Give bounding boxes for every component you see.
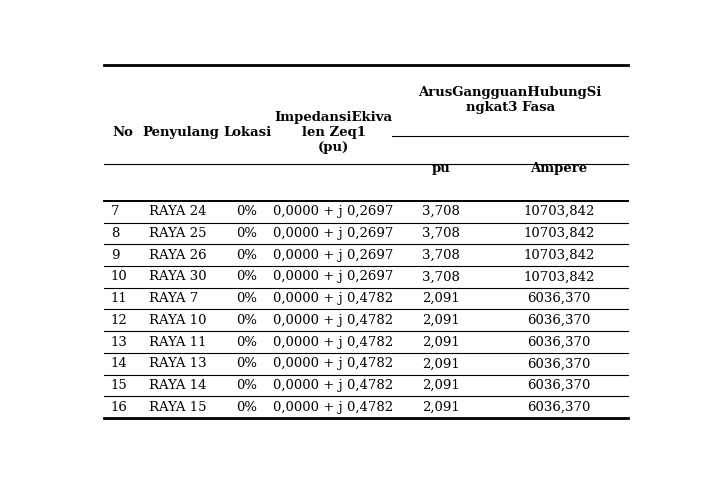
Text: 0,0000 + j 0,4782: 0,0000 + j 0,4782 xyxy=(273,336,394,348)
Text: 14: 14 xyxy=(111,357,127,370)
Text: 3,708: 3,708 xyxy=(422,227,460,240)
Text: 0%: 0% xyxy=(237,271,258,283)
Text: ArusGangguanHubungSi
ngkat3 Fasa: ArusGangguanHubungSi ngkat3 Fasa xyxy=(419,87,602,115)
Text: 10703,842: 10703,842 xyxy=(523,271,594,283)
Text: RAYA 25: RAYA 25 xyxy=(149,227,206,240)
Text: 9: 9 xyxy=(111,249,120,261)
Text: ImpedansiEkiva
len Zeq1
(pu): ImpedansiEkiva len Zeq1 (pu) xyxy=(275,111,393,154)
Text: 2,091: 2,091 xyxy=(422,401,460,413)
Text: RAYA 26: RAYA 26 xyxy=(149,249,206,261)
Text: 13: 13 xyxy=(111,336,128,348)
Text: RAYA 10: RAYA 10 xyxy=(149,314,206,327)
Text: 10: 10 xyxy=(111,271,127,283)
Text: 6036,370: 6036,370 xyxy=(527,357,591,370)
Text: 0,0000 + j 0,4782: 0,0000 + j 0,4782 xyxy=(273,292,394,305)
Text: RAYA 30: RAYA 30 xyxy=(149,271,206,283)
Text: 0%: 0% xyxy=(237,205,258,218)
Text: Penyulang: Penyulang xyxy=(142,126,219,139)
Text: 0%: 0% xyxy=(237,379,258,392)
Text: 0,0000 + j 0,2697: 0,0000 + j 0,2697 xyxy=(273,227,394,240)
Text: 2,091: 2,091 xyxy=(422,314,460,327)
Text: 8: 8 xyxy=(111,227,119,240)
Text: 0,0000 + j 0,4782: 0,0000 + j 0,4782 xyxy=(273,401,394,413)
Text: Ampere: Ampere xyxy=(530,162,587,175)
Text: RAYA 13: RAYA 13 xyxy=(149,357,206,370)
Text: 6036,370: 6036,370 xyxy=(527,292,591,305)
Text: 0%: 0% xyxy=(237,336,258,348)
Text: 0%: 0% xyxy=(237,249,258,261)
Text: RAYA 15: RAYA 15 xyxy=(149,401,206,413)
Text: RAYA 14: RAYA 14 xyxy=(149,379,206,392)
Text: 0,0000 + j 0,4782: 0,0000 + j 0,4782 xyxy=(273,357,394,370)
Text: 10703,842: 10703,842 xyxy=(523,227,594,240)
Text: 3,708: 3,708 xyxy=(422,249,460,261)
Text: 7: 7 xyxy=(111,205,120,218)
Text: 16: 16 xyxy=(111,401,128,413)
Text: pu: pu xyxy=(432,162,451,175)
Text: 6036,370: 6036,370 xyxy=(527,314,591,327)
Text: 0,0000 + j 0,2697: 0,0000 + j 0,2697 xyxy=(273,249,394,261)
Text: 0%: 0% xyxy=(237,357,258,370)
Text: 10703,842: 10703,842 xyxy=(523,205,594,218)
Text: 3,708: 3,708 xyxy=(422,205,460,218)
Text: 11: 11 xyxy=(111,292,127,305)
Text: 2,091: 2,091 xyxy=(422,336,460,348)
Text: 15: 15 xyxy=(111,379,127,392)
Text: 6036,370: 6036,370 xyxy=(527,401,591,413)
Text: 3,708: 3,708 xyxy=(422,271,460,283)
Text: 2,091: 2,091 xyxy=(422,379,460,392)
Text: 0%: 0% xyxy=(237,227,258,240)
Text: No: No xyxy=(113,126,134,139)
Text: 0,0000 + j 0,2697: 0,0000 + j 0,2697 xyxy=(273,205,394,218)
Text: 0%: 0% xyxy=(237,401,258,413)
Text: 0%: 0% xyxy=(237,314,258,327)
Text: RAYA 24: RAYA 24 xyxy=(149,205,206,218)
Text: 6036,370: 6036,370 xyxy=(527,379,591,392)
Text: 6036,370: 6036,370 xyxy=(527,336,591,348)
Text: RAYA 11: RAYA 11 xyxy=(149,336,206,348)
Text: 2,091: 2,091 xyxy=(422,292,460,305)
Text: 0,0000 + j 0,4782: 0,0000 + j 0,4782 xyxy=(273,379,394,392)
Text: 0,0000 + j 0,2697: 0,0000 + j 0,2697 xyxy=(273,271,394,283)
Text: 0%: 0% xyxy=(237,292,258,305)
Text: 10703,842: 10703,842 xyxy=(523,249,594,261)
Text: 0,0000 + j 0,4782: 0,0000 + j 0,4782 xyxy=(273,314,394,327)
Text: 2,091: 2,091 xyxy=(422,357,460,370)
Text: 12: 12 xyxy=(111,314,127,327)
Text: RAYA 7: RAYA 7 xyxy=(149,292,198,305)
Text: Lokasi: Lokasi xyxy=(223,126,271,139)
